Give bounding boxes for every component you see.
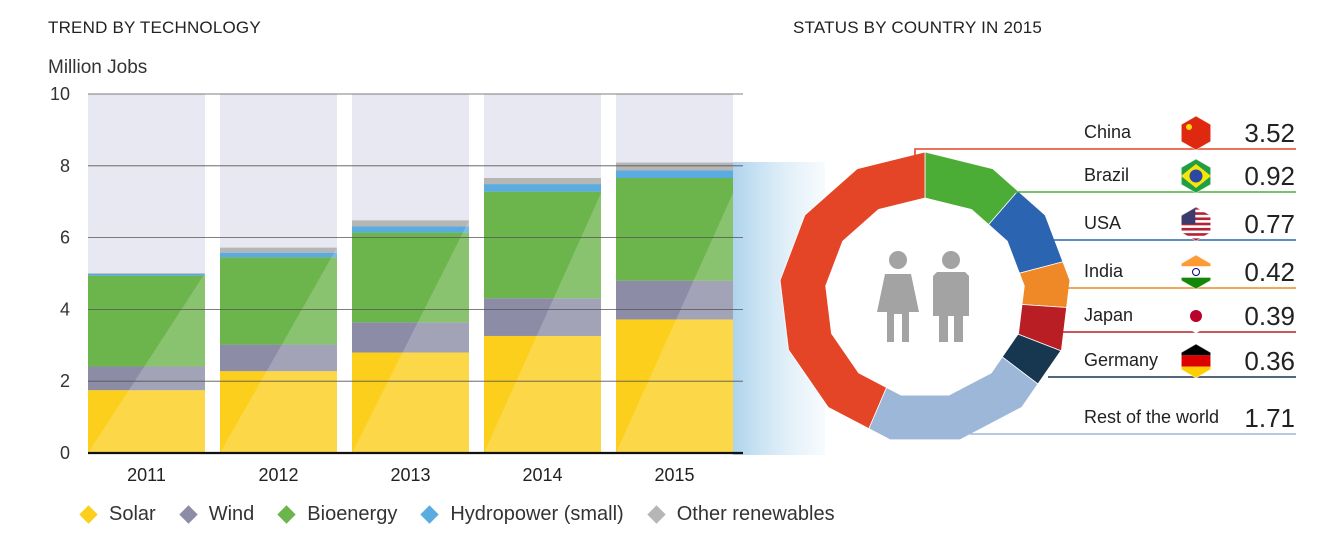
donut-slice-rest-of-the-world: [868, 356, 1039, 441]
bar-bioenergy-2011: [88, 275, 205, 367]
legend-swatch: [79, 505, 98, 524]
y-axis-label: Million Jobs: [48, 57, 148, 78]
country-label-rest-of-the-world: Rest of the world: [1084, 407, 1219, 427]
country-value-rest-of-the-world: 1.71: [1244, 403, 1295, 433]
y-tick-label: 6: [60, 228, 70, 248]
india-flag-icon: [1180, 254, 1212, 290]
y-tick-label: 4: [60, 299, 70, 319]
legend-label: Hydropower (small): [450, 503, 624, 525]
bar-solar-2012: [220, 371, 337, 453]
legend-item-other-renewables: Other renewables: [647, 503, 835, 526]
bar-solar-2013: [352, 352, 469, 453]
country-label-japan: Japan: [1084, 305, 1133, 325]
country-label-india: India: [1084, 261, 1124, 281]
bar-bioenergy-2015: [616, 178, 733, 281]
x-tick-label-2015: 2015: [654, 465, 694, 485]
bar-wind-2015: [616, 280, 733, 320]
legend-swatch: [647, 505, 666, 524]
bar-bioenergy-2014: [484, 191, 601, 299]
country-label-brazil: Brazil: [1084, 165, 1129, 185]
bar-highlight: [88, 273, 205, 453]
germany-flag-icon: [1180, 343, 1212, 379]
legend-swatch: [420, 505, 440, 524]
country-value-india: 0.42: [1244, 257, 1295, 287]
japan-flag-icon: [1180, 298, 1212, 334]
bar-hydropower-small-2013: [352, 226, 469, 233]
x-tick-label-2013: 2013: [390, 465, 430, 485]
country-label-china: China: [1084, 122, 1132, 142]
x-tick-label-2011: 2011: [127, 465, 166, 485]
country-label-germany: Germany: [1084, 350, 1158, 370]
donut-slice-china: [779, 151, 926, 430]
legend-item-solar: Solar: [79, 503, 156, 526]
bar-hydropower-small-2014: [484, 184, 601, 192]
y-tick-label: 2: [60, 371, 70, 391]
country-value-japan: 0.39: [1244, 301, 1295, 331]
bar-wind-2011: [88, 366, 205, 391]
bar-highlight: [484, 193, 601, 453]
country-label-usa: USA: [1084, 213, 1121, 233]
country-value-usa: 0.77: [1244, 209, 1295, 239]
legend-label: Solar: [109, 503, 156, 525]
legend-label: Wind: [208, 503, 255, 525]
legend-swatch: [179, 505, 198, 524]
bar-other-renewables-2012: [220, 247, 337, 253]
bar-other-renewables-2015: [616, 162, 733, 171]
x-tick-label-2012: 2012: [258, 465, 298, 485]
bar-wind-2012: [220, 344, 337, 372]
left-chart-title: TREND BY TECHNOLOGY: [48, 18, 261, 37]
bar-wind-2013: [352, 322, 469, 353]
legend-item-wind: Wind: [179, 503, 255, 526]
legend-item-hydropower-small: Hydropower (small): [420, 503, 624, 526]
bar-highlight: [352, 220, 469, 453]
y-tick-label: 10: [50, 84, 70, 104]
legend-swatch: [277, 505, 296, 524]
bar-hydropower-small-2011: [88, 273, 205, 276]
country-value-china: 3.52: [1244, 118, 1295, 148]
country-value-germany: 0.36: [1244, 346, 1295, 376]
legend-label: Other renewables: [676, 503, 835, 525]
bar-other-renewables-2013: [352, 220, 469, 227]
brazil-flag-icon: [1180, 158, 1212, 194]
chart-legend: Solar Wind Bioenergy Hydropower (small) Othe…: [79, 503, 861, 526]
legend-label: Bioenergy: [307, 503, 398, 525]
leader-line-china: [914, 148, 1296, 164]
bar-highlight: [220, 247, 337, 453]
bar-highlight: [616, 193, 733, 453]
country-value-brazil: 0.92: [1244, 161, 1295, 191]
bar-solar-2015: [616, 319, 733, 453]
bar-solar-2014: [484, 335, 601, 453]
bar-hydropower-small-2012: [220, 252, 337, 258]
bar-other-renewables-2011: [88, 273, 205, 274]
x-tick-label-2014: 2014: [522, 465, 562, 485]
bar-wind-2014: [484, 298, 601, 336]
usa-flag-icon: [1180, 206, 1212, 242]
legend-item-bioenergy: Bioenergy: [277, 503, 398, 526]
y-tick-label: 0: [60, 443, 70, 463]
people-icon: [877, 251, 969, 342]
bar-bioenergy-2012: [220, 257, 337, 345]
y-tick-label: 8: [60, 156, 70, 176]
bar-other-renewables-2014: [484, 178, 601, 185]
bar-bioenergy-2013: [352, 232, 469, 323]
bar-hydropower-small-2015: [616, 170, 733, 179]
china-flag-icon: [1180, 115, 1212, 151]
bar-solar-2011: [88, 390, 205, 453]
right-chart-title: STATUS BY COUNTRY IN 2015: [793, 18, 1043, 37]
